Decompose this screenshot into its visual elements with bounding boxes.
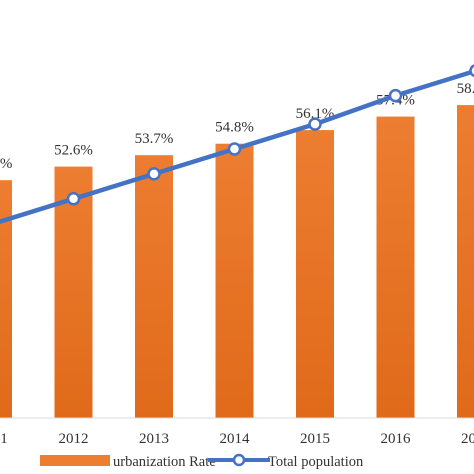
x-tick-2014: 2014 — [220, 431, 251, 447]
legend-swatch-urbanization — [40, 455, 110, 466]
population-point-2012 — [66, 192, 81, 206]
population-point-2017 — [469, 64, 474, 78]
x-tick-2012: 2012 — [59, 431, 89, 447]
population-point-2014 — [227, 142, 242, 156]
bar-label-2017: 58.5% — [457, 81, 474, 97]
bar-labels-layer: 51.3%52.6%53.7%54.8%56.1%57.4%58.5% — [0, 81, 474, 172]
bar-2013 — [135, 155, 173, 418]
x-tick-2013: 2013 — [139, 431, 169, 447]
bar-2012 — [54, 166, 93, 418]
x-tick-2017: 2017 — [461, 431, 474, 447]
bar-label-2015: 56.1% — [296, 106, 335, 122]
bar-2014 — [215, 143, 254, 418]
bars-layer — [0, 105, 474, 418]
population-point-2016 — [388, 88, 403, 103]
bar-label-2014: 54.8% — [215, 120, 254, 136]
bar-2017 — [457, 105, 474, 418]
bar-label-2012: 52.6% — [54, 143, 93, 159]
x-tick-2011: 2011 — [0, 431, 8, 447]
x-tick-2016: 2016 — [381, 431, 412, 447]
x-tick-2015: 2015 — [300, 431, 330, 447]
bar-2011 — [0, 180, 12, 418]
legend-label-population: Total population — [268, 454, 364, 470]
legend: urbanization Rate Total population — [40, 453, 364, 470]
population-point-2015 — [308, 117, 322, 131]
population-point-2013 — [147, 167, 161, 181]
line-layer — [0, 64, 474, 224]
x-tick-labels: 2011 2012 2013 2014 2015 2016 2017 — [0, 431, 474, 447]
bar-2016 — [376, 116, 415, 418]
legend-label-urbanization: urbanization Rate — [113, 454, 216, 470]
legend-marker-population — [232, 453, 246, 467]
bar-label-2011: 51.3% — [0, 156, 12, 172]
bar-label-2013: 53.7% — [135, 131, 174, 147]
bar-2015 — [296, 130, 334, 418]
